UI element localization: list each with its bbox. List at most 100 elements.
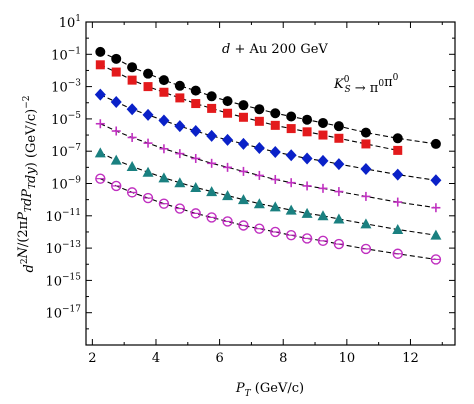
data-point bbox=[392, 168, 404, 181]
data-point bbox=[95, 119, 105, 129]
data-markers bbox=[94, 46, 442, 265]
data-point bbox=[285, 229, 297, 241]
data-point bbox=[269, 146, 281, 159]
data-point bbox=[254, 116, 264, 126]
y-tick-labels: 101 10−1 10−3 10−5 10−7 10−9 10−11 10−13 10−15 10… bbox=[45, 14, 81, 322]
data-point bbox=[158, 75, 169, 86]
data-point bbox=[175, 149, 185, 159]
data-point bbox=[143, 82, 153, 92]
data-point bbox=[237, 137, 249, 150]
data-point bbox=[95, 46, 106, 57]
data-point bbox=[190, 125, 202, 138]
data-point bbox=[222, 96, 233, 107]
series-4 bbox=[94, 147, 442, 240]
data-point bbox=[126, 103, 138, 116]
data-point bbox=[126, 187, 138, 198]
data-point bbox=[430, 174, 442, 187]
data-point bbox=[207, 158, 217, 168]
data-point bbox=[143, 138, 153, 148]
x-tick-label: 8 bbox=[279, 351, 287, 366]
data-point bbox=[174, 80, 185, 91]
data-point bbox=[430, 138, 441, 149]
data-point bbox=[285, 204, 297, 215]
x-tick-label: 6 bbox=[215, 351, 223, 366]
data-point bbox=[159, 87, 169, 97]
data-point bbox=[223, 162, 233, 172]
data-point bbox=[174, 203, 186, 214]
x-tick-label: 12 bbox=[402, 351, 419, 366]
data-point bbox=[360, 162, 372, 175]
data-point bbox=[190, 208, 201, 219]
series-5 bbox=[95, 173, 442, 265]
data-point bbox=[317, 235, 329, 247]
data-point bbox=[238, 112, 248, 122]
data-point bbox=[159, 144, 169, 154]
data-point bbox=[333, 158, 345, 171]
plot-frame bbox=[85, 21, 456, 346]
data-point bbox=[430, 229, 442, 240]
data-point bbox=[238, 166, 248, 176]
data-point bbox=[111, 67, 121, 77]
data-point bbox=[158, 198, 170, 209]
data-point bbox=[206, 186, 218, 197]
data-point bbox=[111, 126, 121, 136]
data-point bbox=[270, 226, 281, 238]
data-point bbox=[206, 212, 217, 223]
data-point bbox=[127, 62, 138, 73]
data-point bbox=[158, 114, 170, 127]
data-point bbox=[207, 103, 217, 113]
data-point bbox=[94, 147, 106, 158]
data-point bbox=[360, 127, 371, 138]
data-point bbox=[393, 197, 403, 207]
data-point bbox=[126, 161, 138, 172]
data-point bbox=[301, 207, 313, 218]
x-tick-label: 2 bbox=[88, 351, 96, 366]
data-point bbox=[222, 133, 234, 146]
data-point bbox=[270, 108, 281, 119]
data-point bbox=[392, 224, 404, 235]
data-point bbox=[254, 170, 264, 180]
data-point bbox=[94, 88, 106, 101]
data-point bbox=[302, 127, 312, 137]
data-point bbox=[361, 191, 371, 201]
fit-curve-1 bbox=[100, 64, 398, 151]
data-point bbox=[270, 174, 280, 184]
y-tick-label: 10−13 bbox=[45, 240, 81, 257]
data-point bbox=[392, 133, 403, 144]
data-point bbox=[111, 180, 122, 192]
data-point bbox=[222, 190, 234, 201]
y-tick-label: 10−3 bbox=[51, 79, 81, 96]
y-axis-title: d2N/(2πPTdPTdy) (GeV/c)−2 bbox=[16, 95, 39, 272]
data-point bbox=[301, 233, 313, 244]
data-point bbox=[191, 153, 201, 163]
series-3 bbox=[95, 119, 441, 213]
data-point bbox=[318, 130, 328, 140]
data-point bbox=[174, 177, 186, 188]
data-point bbox=[206, 91, 217, 102]
data-point bbox=[301, 152, 313, 165]
data-point bbox=[254, 223, 265, 234]
y-tick-label: 10−5 bbox=[51, 111, 81, 128]
fit-curve-5 bbox=[100, 178, 436, 260]
data-point bbox=[361, 139, 371, 149]
y-tick-label: 10−17 bbox=[45, 305, 81, 322]
data-point bbox=[254, 104, 265, 115]
y-tick-label: 10−7 bbox=[51, 143, 81, 160]
data-point bbox=[191, 99, 201, 109]
data-point bbox=[142, 108, 154, 121]
data-point bbox=[430, 254, 442, 265]
data-point bbox=[302, 181, 312, 191]
data-point bbox=[285, 149, 297, 162]
data-point bbox=[95, 60, 105, 70]
annotation-system: d + Au 200 GeV bbox=[222, 42, 328, 57]
data-point bbox=[143, 68, 154, 79]
data-point bbox=[175, 93, 185, 103]
data-point bbox=[110, 95, 122, 108]
data-point bbox=[253, 141, 265, 154]
data-point bbox=[302, 114, 313, 125]
x-tick-label: 4 bbox=[152, 351, 160, 366]
data-point bbox=[111, 53, 122, 64]
x-tick-label: 10 bbox=[339, 351, 356, 366]
y-tick-label: 10−9 bbox=[51, 176, 81, 193]
data-point bbox=[127, 75, 137, 85]
